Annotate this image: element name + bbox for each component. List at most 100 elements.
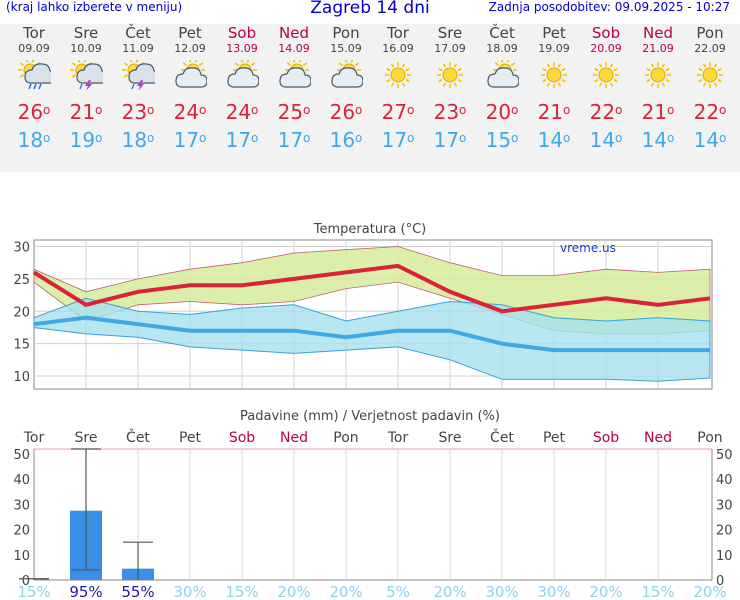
- precip-probability: 30%: [537, 583, 570, 600]
- day-name: Pet: [178, 24, 202, 42]
- forecast-day: Čet 11.09 23o 18o: [112, 24, 164, 152]
- precip-y-tick-left: 40: [13, 473, 30, 488]
- min-temp: 17o: [173, 128, 207, 152]
- daily-forecast: Tor 09.09 26o 18o Sre 10.09 21o 19o Čet 11.09 23o 1…: [0, 24, 740, 172]
- day-date: 22.09: [694, 42, 726, 55]
- precip-probability: 95%: [69, 583, 102, 600]
- precip-y-tick-left: 20: [13, 524, 30, 539]
- day-name: Čet: [489, 24, 515, 42]
- min-temp: 19o: [69, 128, 103, 152]
- precip-day-label: Sob: [593, 430, 619, 446]
- max-temp: 26o: [17, 100, 51, 124]
- day-name: Tor: [387, 24, 409, 42]
- day-date: 21.09: [642, 42, 674, 55]
- precip-y-tick-right: 50: [716, 448, 733, 463]
- day-date: 11.09: [122, 42, 154, 55]
- precip-day-label: Pon: [697, 430, 722, 446]
- day-name: Pet: [542, 24, 566, 42]
- precip-day-label: Ned: [280, 430, 308, 446]
- precip-probability: 55%: [121, 583, 154, 600]
- day-name: Ned: [279, 24, 309, 42]
- day-name: Sre: [73, 24, 99, 42]
- sun-icon: [424, 60, 476, 90]
- forecast-day: Sob 13.09 24o 17o: [216, 24, 268, 152]
- partly-cloudy-icon: [476, 60, 528, 90]
- max-temp: 23o: [121, 100, 155, 124]
- max-temp: 24o: [225, 100, 259, 124]
- min-temp: 14o: [641, 128, 675, 152]
- precip-probability: 30%: [173, 583, 206, 600]
- temperature-chart-title: Temperatura (°C): [313, 222, 426, 237]
- day-date: 19.09: [538, 42, 570, 55]
- watermark: vreme.us: [560, 241, 616, 255]
- max-temp: 21o: [641, 100, 675, 124]
- min-temp: 14o: [589, 128, 623, 152]
- max-temp: 22o: [589, 100, 623, 124]
- precip-probability: 20%: [277, 583, 310, 600]
- min-temp: 14o: [537, 128, 571, 152]
- precip-day-label: Pet: [543, 430, 566, 446]
- min-temp: 16o: [329, 128, 363, 152]
- day-date: 13.09: [226, 42, 258, 55]
- precip-probability: 15%: [17, 583, 50, 600]
- precip-day-label: Sob: [229, 430, 255, 446]
- forecast-day: Ned 14.09 25o 17o: [268, 24, 320, 152]
- min-temp: 18o: [17, 128, 51, 152]
- precip-probability: 20%: [693, 583, 726, 600]
- precip-day-label: Sre: [75, 430, 98, 446]
- page-title: Zagreb 14 dni: [310, 0, 430, 18]
- rain-sun-icon: [8, 60, 60, 90]
- partly-cloudy-icon: [216, 60, 268, 90]
- temperature-y-tick: 15: [13, 338, 30, 353]
- precip-day-label: Čet: [126, 428, 150, 446]
- max-temp: 25o: [277, 100, 311, 124]
- precip-day-label: Sre: [439, 430, 462, 446]
- day-name: Sre: [437, 24, 463, 42]
- day-date: 20.09: [590, 42, 622, 55]
- min-temp: 15o: [485, 128, 519, 152]
- forecast-day: Tor 09.09 26o 18o: [8, 24, 60, 152]
- min-temp: 17o: [277, 128, 311, 152]
- forecast-day: Pon 15.09 26o 16o: [320, 24, 372, 152]
- day-date: 14.09: [278, 42, 310, 55]
- day-date: 09.09: [18, 42, 50, 55]
- precip-probability: 5%: [386, 583, 410, 600]
- max-temp: 24o: [173, 100, 207, 124]
- precip-day-label: Pet: [179, 430, 202, 446]
- precip-day-label: Čet: [490, 428, 514, 446]
- forecast-day: Sre 17.09 23o 17o: [424, 24, 476, 152]
- precip-day-label: Pon: [333, 430, 358, 446]
- day-name: Tor: [23, 24, 45, 42]
- min-temp-line: [33, 315, 710, 353]
- precip-y-tick-right: 10: [716, 549, 733, 564]
- sun-icon: [580, 60, 632, 90]
- precip-probability: 15%: [225, 583, 258, 600]
- min-temp: 17o: [433, 128, 467, 152]
- precip-probability: 15%: [641, 583, 674, 600]
- forecast-day: Pet 12.09 24o 17o: [164, 24, 216, 152]
- day-date: 15.09: [330, 42, 362, 55]
- precip-y-tick-left: 10: [13, 549, 30, 564]
- max-temp: 22o: [693, 100, 727, 124]
- precip-y-tick-left: 30: [13, 498, 30, 513]
- day-name: Sob: [227, 24, 257, 42]
- max-temp: 21o: [537, 100, 571, 124]
- precip-probability: 20%: [433, 583, 466, 600]
- location-hint: (kraj lahko izberete v meniju): [6, 0, 183, 14]
- max-temp-line: [32, 263, 711, 314]
- precip-day-label: Ned: [644, 430, 672, 446]
- precip-day-label: Tor: [387, 430, 409, 446]
- max-temp: 23o: [433, 100, 467, 124]
- min-temp: 17o: [381, 128, 415, 152]
- max-temp: 20o: [485, 100, 519, 124]
- forecast-day: Tor 16.09 27o 17o: [372, 24, 424, 152]
- day-date: 10.09: [70, 42, 102, 55]
- min-temp-range-band: [33, 297, 711, 382]
- day-date: 12.09: [174, 42, 206, 55]
- precip-bar: [34, 579, 48, 580]
- precip-y-tick-right: 40: [716, 473, 733, 488]
- day-name: Pon: [696, 24, 724, 42]
- temperature-y-tick: 30: [13, 240, 30, 255]
- min-temp: 17o: [225, 128, 259, 152]
- min-temp: 14o: [693, 128, 727, 152]
